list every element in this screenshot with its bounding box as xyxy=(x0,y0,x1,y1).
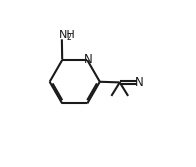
Text: NH: NH xyxy=(59,30,75,40)
Text: N: N xyxy=(84,52,93,65)
Text: 2: 2 xyxy=(67,33,71,42)
Text: N: N xyxy=(135,76,144,89)
